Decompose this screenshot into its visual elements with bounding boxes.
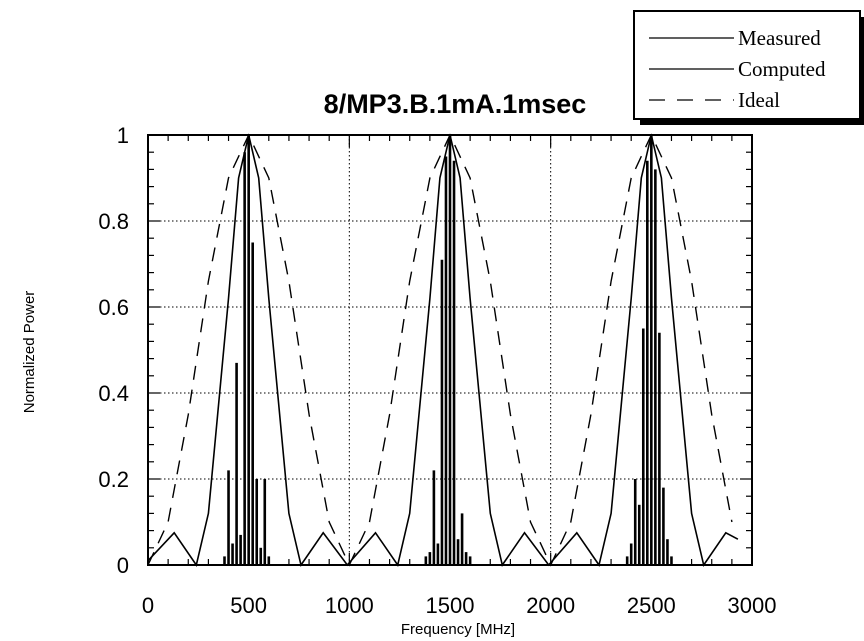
x-tick-label-3: 1500 xyxy=(426,593,475,618)
chart-title: 8/MP3.B.1mA.1msec xyxy=(324,89,587,119)
x-tick-label-2: 1000 xyxy=(325,593,374,618)
legend-measured-label: Measured xyxy=(738,26,821,50)
y-tick-label-0: 0 xyxy=(117,553,129,578)
x-tick-label-5: 2500 xyxy=(627,593,676,618)
legend: Measured Computed Ideal xyxy=(633,10,864,125)
y-tick-labels: 0 0.2 0.4 0.6 0.8 1 xyxy=(98,123,129,578)
y-axis-label: Normalized Power xyxy=(21,291,38,414)
y-tick-label-3: 0.6 xyxy=(98,295,129,320)
y-tick-label-5: 1 xyxy=(117,123,129,148)
legend-ideal-label: Ideal xyxy=(738,88,780,112)
legend-box xyxy=(633,10,861,120)
x-tick-label-6: 3000 xyxy=(728,593,777,618)
legend-computed-label: Computed xyxy=(738,57,826,81)
ideal-line xyxy=(147,133,733,567)
x-axis-label: Frequency [MHz] xyxy=(401,621,515,638)
measured-series xyxy=(223,135,673,565)
x-tick-label-1: 500 xyxy=(230,593,267,618)
x-tick-labels: 0 500 1000 1500 2000 2500 3000 xyxy=(142,593,777,618)
x-tick-label-4: 2000 xyxy=(526,593,575,618)
x-tick-label-0: 0 xyxy=(142,593,154,618)
y-tick-label-1: 0.2 xyxy=(98,467,129,492)
y-tick-label-2: 0.4 xyxy=(98,381,129,406)
tick-marks xyxy=(147,134,753,566)
ideal-series xyxy=(147,133,733,567)
y-tick-label-4: 0.8 xyxy=(98,209,129,234)
